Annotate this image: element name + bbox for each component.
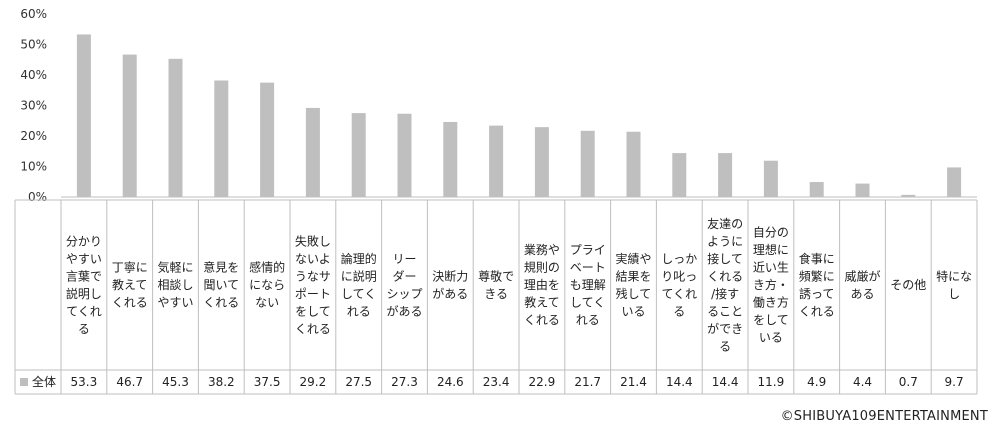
bar [580,130,595,197]
data-value-label: 22.9 [529,375,556,389]
x-tick-label: 特になし [936,268,972,301]
x-tick-label: 分かりやすい言葉で説明してくれる [66,234,102,336]
copyright-credit: ©SHIBUYA109ENTERTAINMENT [780,409,988,424]
bar [122,54,137,197]
bar [626,131,641,197]
data-value-label: 14.4 [666,375,693,389]
data-value-label: 38.2 [208,375,235,389]
bar [855,183,870,197]
bar [763,160,778,197]
y-tick-label: 0% [28,190,47,204]
bar [443,121,458,197]
bar [214,80,229,197]
x-tick-label: 意見を聞いてくれる [203,260,239,310]
bar [168,58,183,198]
x-tick-label: 感情的にならない [249,260,285,310]
x-tick-label: 丁寧に教えてくれる [112,260,148,310]
y-tick-label: 10% [20,160,47,174]
x-tick-label: 食事に頻繁に誘ってくれる [799,251,835,319]
bar [397,113,412,197]
x-tick-label: 業務や規則の理由を教えてくれる [524,243,560,327]
y-tick-label: 40% [20,68,47,82]
bar [672,153,687,197]
bar [534,127,549,197]
data-value-label: 45.3 [162,375,189,389]
bar [260,82,275,197]
bar [809,182,824,197]
x-tick-label: 気軽に相談しやすい [157,260,193,310]
data-value-label: 24.6 [437,375,464,389]
y-tick-label: 50% [20,38,47,52]
x-tick-label: リーダーシップがある [386,252,422,319]
y-tick-label: 30% [20,99,47,113]
y-tick-label: 20% [20,129,47,143]
data-value-label: 27.5 [345,375,372,389]
data-value-label: 0.7 [899,375,918,389]
data-value-label: 21.7 [574,375,601,389]
bar [947,167,962,197]
data-value-label: 53.3 [71,375,98,389]
legend-swatch [20,378,28,386]
data-value-label: 23.4 [483,375,510,389]
data-value-label: 37.5 [254,375,281,389]
bar [901,194,916,197]
data-value-label: 4.9 [807,375,826,389]
bar [76,34,91,198]
x-tick-label: 尊敬できる [478,268,514,301]
y-tick-label: 60% [20,7,47,21]
x-tick-label: 決断力がある [432,268,468,301]
bar [351,113,366,197]
x-tick-label: 友達のように接してくれる/接することができる [707,217,743,354]
legend-label: 全体 [32,374,56,389]
data-value-label: 21.4 [620,375,647,389]
data-value-label: 29.2 [300,375,327,389]
x-tick-label: プライベートも理解してくれる [570,243,606,327]
x-tick-label: 論理的に説明してくれる [341,251,377,319]
x-tick-label: 失敗しないようなサポートをしてくれる [295,233,331,336]
data-value-label: 11.9 [758,375,785,389]
bar [718,153,733,197]
x-tick-label: 威厳がある [844,268,880,301]
x-tick-label: 実績や結果を残している [615,251,651,319]
x-tick-label: 自分の理想に近い生き方・働き方をしている [753,226,789,345]
bar [489,125,504,197]
x-tick-label: しっかり叱ってくれる [661,252,697,319]
data-value-label: 9.7 [945,375,964,389]
data-value-label: 27.3 [391,375,418,389]
x-tick-label: その他 [890,278,926,292]
bar [305,107,320,197]
data-value-label: 46.7 [116,375,143,389]
data-value-label: 14.4 [712,375,739,389]
data-value-label: 4.4 [853,375,872,389]
